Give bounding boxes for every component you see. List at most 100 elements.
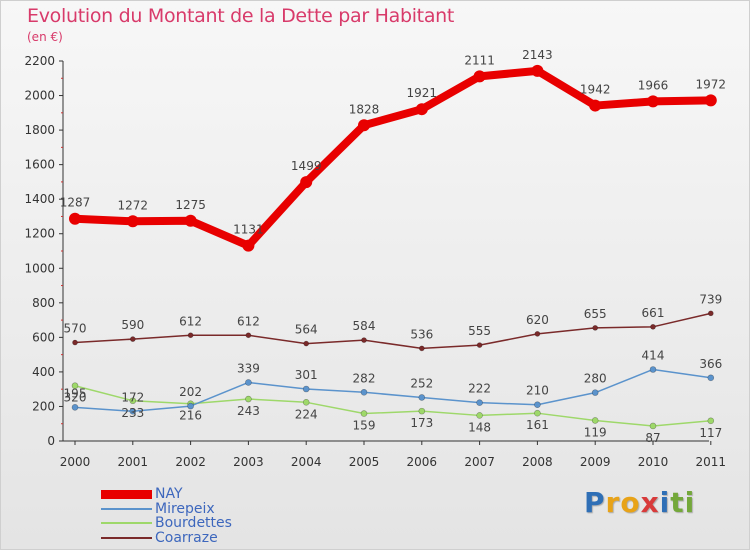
y-tick-label: 200	[32, 399, 55, 413]
data-label: 216	[179, 409, 202, 423]
data-point	[130, 336, 136, 342]
data-label: 224	[295, 407, 318, 421]
data-point	[358, 119, 370, 132]
logo-letter: i	[659, 486, 671, 519]
data-label: 117	[699, 426, 722, 440]
series-line-mirepeix	[74, 368, 712, 413]
data-label: 301	[295, 368, 318, 382]
data-point	[647, 95, 659, 108]
data-label: 252	[410, 376, 433, 390]
x-tick-label: 2000	[60, 455, 91, 469]
data-point	[187, 332, 194, 339]
data-label: 1131	[233, 223, 264, 237]
y-tick-label: 800	[32, 296, 55, 310]
legend-label: Mirepeix	[155, 500, 215, 517]
data-point	[476, 342, 483, 348]
data-point	[69, 212, 81, 225]
data-label: 564	[295, 323, 318, 337]
data-point	[129, 407, 137, 415]
data-label: 148	[468, 420, 491, 434]
series-line-bourdettes	[74, 384, 712, 427]
x-tick-label: 2002	[175, 455, 206, 469]
data-label: 1287	[60, 196, 91, 210]
data-point	[592, 325, 599, 331]
y-tick-label: 1400	[24, 192, 55, 206]
data-label: 366	[699, 357, 722, 371]
data-point	[71, 382, 79, 390]
legend-swatch	[101, 536, 152, 539]
data-label: 1275	[175, 198, 206, 212]
data-point	[534, 409, 541, 417]
data-label: 339	[237, 361, 260, 375]
series-line-nay	[71, 66, 715, 250]
data-point	[418, 394, 426, 401]
legend-label: Bourdettes	[155, 515, 232, 531]
data-label: 1828	[349, 102, 380, 116]
data-point	[72, 339, 78, 346]
data-label: 1921	[407, 86, 438, 100]
data-label: 159	[353, 419, 376, 433]
data-point	[704, 94, 717, 107]
legend-swatch	[101, 522, 152, 524]
data-point	[303, 340, 310, 347]
data-label: 1942	[580, 83, 611, 97]
y-tick-label: 400	[32, 365, 55, 379]
data-label: 202	[179, 385, 202, 399]
legend-label: Coarraze	[155, 529, 218, 546]
x-tick-label: 2008	[522, 455, 553, 469]
data-point	[591, 389, 599, 396]
data-point	[360, 410, 368, 417]
data-label: 536	[410, 327, 433, 341]
chart-title: Evolution du Montant de la Dette par Hab…	[27, 5, 455, 27]
legend-swatch	[101, 489, 152, 499]
y-tick-label: 1200	[24, 227, 55, 241]
data-label: 172	[121, 390, 144, 404]
data-point	[300, 176, 313, 189]
data-point	[473, 70, 486, 83]
data-label: 1272	[118, 198, 149, 212]
data-point	[589, 99, 602, 112]
data-label: 161	[526, 418, 549, 432]
x-tick-label: 2011	[696, 455, 727, 469]
x-tick-label: 2003	[233, 455, 264, 469]
data-point	[360, 388, 368, 396]
data-label: 655	[584, 307, 607, 321]
data-point	[245, 395, 252, 403]
data-label: 1966	[638, 78, 669, 92]
data-label: 620	[526, 313, 549, 327]
chart-subtitle: (en €)	[27, 30, 63, 44]
y-tick-label: 1600	[24, 158, 55, 172]
data-label: 233	[121, 406, 144, 420]
data-label: 2111	[464, 53, 495, 67]
data-point	[418, 407, 426, 415]
x-tick-label: 2006	[407, 455, 438, 469]
data-point	[707, 310, 714, 317]
logo-letter: P	[584, 486, 606, 519]
data-label: 739	[699, 292, 722, 306]
data-point	[184, 214, 197, 227]
data-point	[302, 385, 310, 393]
data-label: 590	[121, 318, 144, 332]
data-point	[415, 103, 428, 116]
y-tick-label: 0	[47, 434, 55, 448]
data-label: 555	[468, 324, 491, 338]
proxiti-logo: Proxiti	[584, 486, 695, 519]
data-point	[707, 374, 715, 382]
data-label: 87	[645, 431, 660, 445]
x-tick-label: 2009	[580, 455, 611, 469]
data-point	[71, 404, 79, 411]
x-tick-label: 2010	[638, 455, 669, 469]
data-label: 414	[642, 348, 665, 362]
logo-letter: r	[605, 486, 621, 519]
data-label: 243	[237, 404, 260, 418]
data-point	[534, 331, 541, 337]
y-tick-label: 1800	[24, 123, 55, 137]
logo-letter: x	[640, 486, 660, 519]
data-point	[242, 239, 255, 252]
data-point	[531, 64, 544, 77]
legend-label: NAY	[155, 486, 183, 502]
logo-letter: o	[620, 486, 641, 519]
data-label: 584	[353, 319, 376, 333]
data-label: 1499	[291, 159, 322, 173]
data-point	[245, 332, 252, 339]
